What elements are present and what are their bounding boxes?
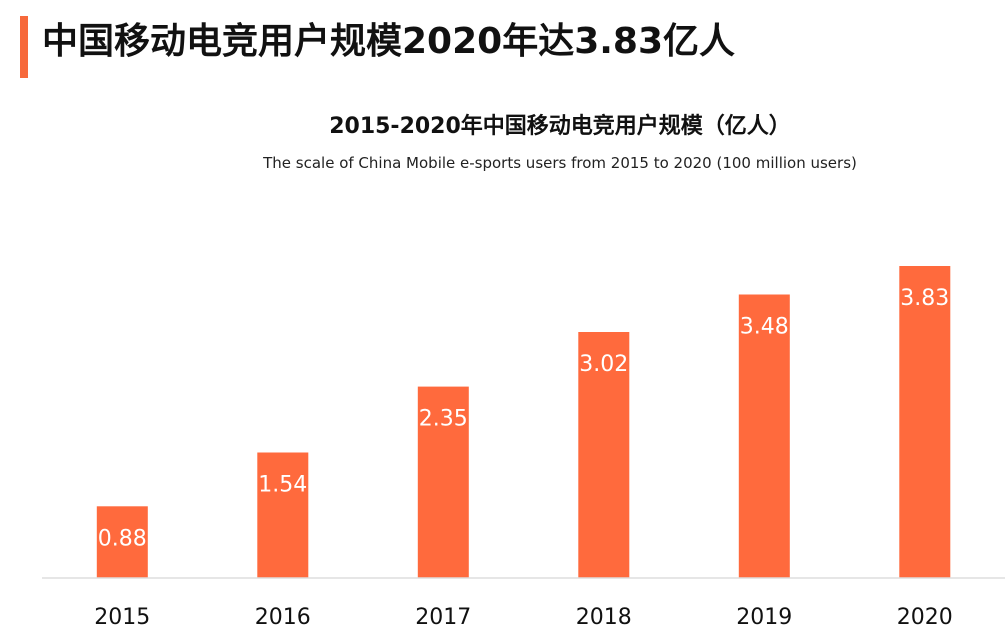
bar-value-label-2018: 3.02 — [579, 352, 628, 377]
labels-layer: 0.88 2015 1.54 2016 2.35 2017 3.02 2018 3.48 2019… — [94, 286, 953, 630]
chart-title: 2015-2020年中国移动电竞用户规模（亿人） — [329, 114, 791, 139]
x-tick-label-2016: 2016 — [255, 605, 311, 630]
bar-2020 — [899, 266, 951, 578]
bar-value-label-2017: 2.35 — [419, 407, 468, 432]
bar-value-label-2020: 3.83 — [900, 286, 949, 311]
bar-2019 — [738, 294, 790, 578]
bars-layer — [96, 266, 951, 578]
x-tick-label-2019: 2019 — [736, 605, 792, 630]
x-tick-label-2020: 2020 — [897, 605, 953, 630]
bar-2017 — [417, 386, 469, 578]
bar-value-label-2015: 0.88 — [98, 526, 147, 551]
bar-2015 — [96, 506, 148, 578]
x-tick-label-2018: 2018 — [576, 605, 632, 630]
bar-2016 — [257, 452, 309, 578]
page-title: 中国移动电竞用户规模2020年达3.83亿人 — [42, 21, 736, 62]
title-accent-bar — [20, 16, 28, 78]
x-tick-label-2017: 2017 — [415, 605, 471, 630]
bar-value-label-2019: 3.48 — [740, 315, 789, 340]
bar-value-label-2016: 1.54 — [258, 473, 307, 498]
chart-subtitle: The scale of China Mobile e-sports users… — [263, 154, 857, 172]
x-tick-label-2015: 2015 — [94, 605, 150, 630]
bar-2018 — [578, 332, 630, 578]
